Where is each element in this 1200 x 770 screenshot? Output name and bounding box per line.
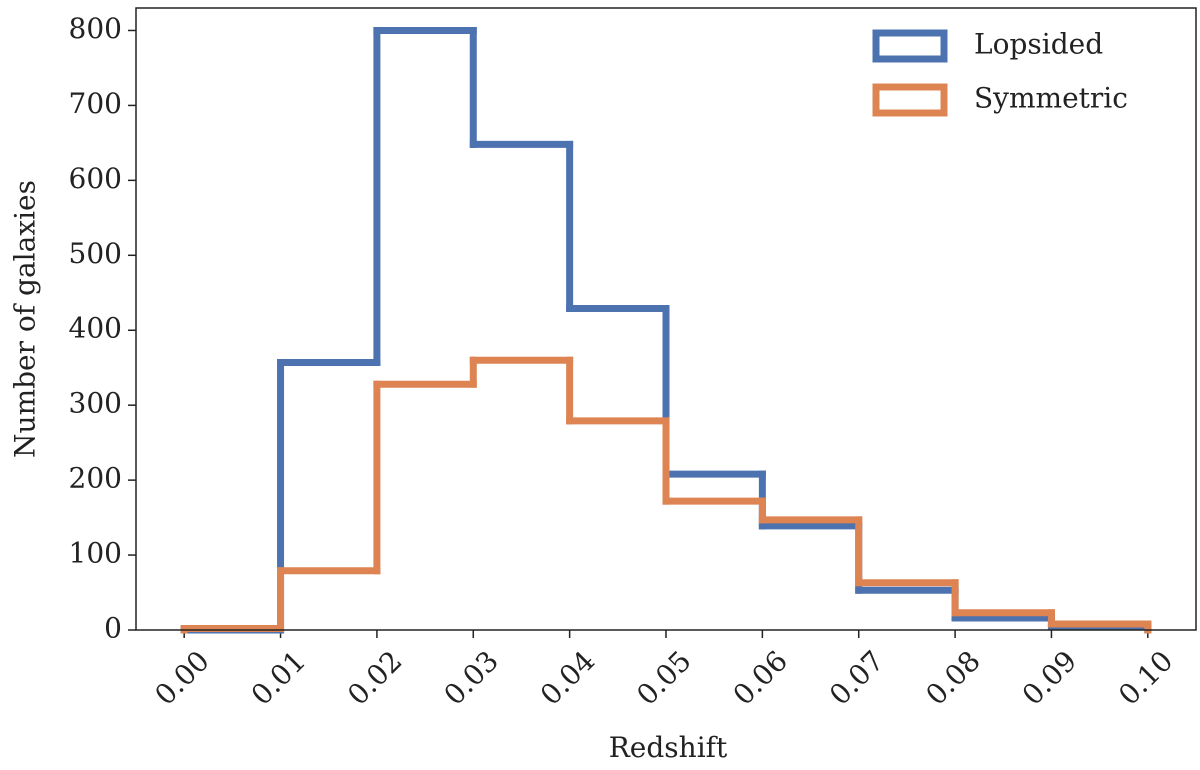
y-tick-label: 200 — [69, 462, 122, 495]
x-axis-label: Redshift — [609, 731, 728, 764]
x-tick-label: 0.08 — [919, 644, 986, 711]
legend-label: Lopsided — [974, 28, 1103, 61]
y-tick-label: 0 — [104, 612, 122, 645]
histogram-series — [180, 26, 1152, 634]
x-tick-label: 0.01 — [245, 644, 312, 711]
x-tick-label: 0.07 — [823, 644, 890, 711]
x-tick-label: 0.09 — [1016, 644, 1083, 711]
y-tick-label: 800 — [69, 12, 122, 45]
legend-swatch — [872, 29, 948, 63]
y-axis-label: Number of galaxies — [9, 180, 42, 458]
x-tick-label: 0.00 — [148, 644, 215, 711]
x-tick-label: 0.02 — [341, 644, 408, 711]
y-tick-label: 600 — [69, 162, 122, 195]
legend-swatch — [872, 83, 948, 117]
x-tick-label: 0.04 — [534, 644, 601, 711]
x-tick-label: 0.03 — [438, 644, 505, 711]
legend-label: Symmetric — [974, 82, 1128, 115]
x-tick-label: 0.05 — [630, 644, 697, 711]
y-tick-label: 700 — [69, 87, 122, 120]
plot-frame — [135, 7, 1197, 631]
y-tick-label: 400 — [69, 312, 122, 345]
x-tick-label: 0.06 — [727, 644, 794, 711]
histogram-series — [180, 356, 1152, 634]
y-tick-label: 500 — [69, 237, 122, 270]
y-tick-label: 100 — [69, 537, 122, 570]
y-tick-label: 300 — [69, 387, 122, 420]
x-tick-label: 0.10 — [1112, 644, 1179, 711]
